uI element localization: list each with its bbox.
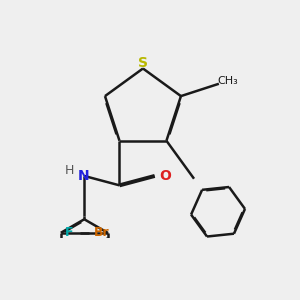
Text: H: H [64, 164, 74, 177]
Text: Br: Br [94, 226, 110, 239]
Text: F: F [65, 226, 74, 239]
Text: N: N [77, 169, 89, 183]
Text: S: S [138, 56, 148, 70]
Text: O: O [159, 169, 171, 183]
Text: CH₃: CH₃ [217, 76, 238, 86]
